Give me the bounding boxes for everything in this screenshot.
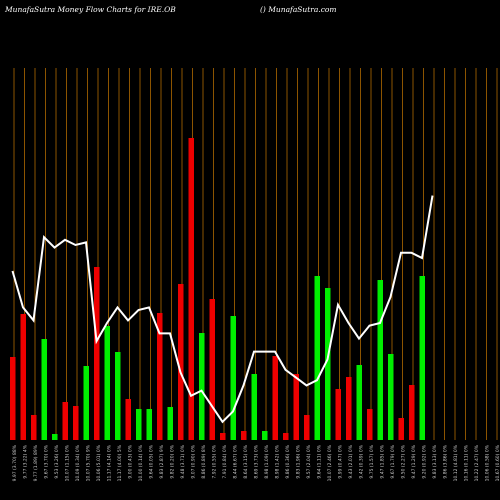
- money-flow-bar: [188, 138, 194, 440]
- money-flow-bar: [293, 374, 299, 440]
- x-axis-label: 9.00 (0.43) 0%: [128, 444, 134, 478]
- x-axis-label: 10.00 (0.14) 0%: [138, 444, 144, 481]
- x-axis-label: 9.97 (3.70) 88%: [12, 444, 18, 481]
- money-flow-bar: [178, 284, 184, 440]
- x-axis-label: 10.06 (0.58) 0%: [485, 444, 491, 481]
- money-flow-bar: [220, 433, 226, 440]
- x-axis-label: 10.16 (0.11) 0%: [464, 444, 470, 481]
- x-axis-label: 9.47 (1.29) 0%: [411, 444, 417, 478]
- x-axis-label: 9.20 (0.92) 0%: [422, 444, 428, 478]
- x-axis-label: 9.86 (0.36) 0%: [285, 444, 291, 478]
- money-flow-bar: [230, 316, 236, 440]
- x-axis-label: 9.64 (0.05) 0%: [149, 444, 155, 478]
- money-flow-bar: [209, 299, 215, 440]
- x-axis-label: 10.07 (1.15) 0%: [65, 444, 71, 481]
- money-flow-bar: [146, 409, 152, 440]
- x-axis-label: 11.17 (4.00) 5%: [117, 444, 123, 481]
- x-axis-label: 9.50 (2.27) 0%: [401, 444, 407, 478]
- x-axis-label: 9.57 (2.04) 0%: [306, 444, 312, 478]
- x-axis-label: 9.75 (1.57) 0%: [369, 444, 375, 478]
- money-flow-bar: [304, 415, 310, 440]
- money-flow-bar: [325, 288, 331, 440]
- money-flow-bar: [20, 314, 26, 440]
- x-axis-label: 9.07 (0.90) 0%: [191, 444, 197, 478]
- x-axis-label: 10.22 (2.47) 0%: [474, 444, 480, 481]
- x-axis-label: 10.07 (5.70) 9%: [86, 444, 92, 481]
- x-axis-label: 7.91 (0.84) 0%: [222, 444, 228, 478]
- x-axis-label: 8.69 (3.73) 0%: [254, 444, 260, 478]
- money-flow-bars: [10, 138, 425, 440]
- money-flow-bar: [241, 431, 247, 440]
- x-axis-label: 10.06 (5.01) 0%: [96, 444, 102, 481]
- money-flow-bar: [83, 366, 89, 440]
- money-flow-bar: [377, 280, 383, 440]
- money-flow-bar: [167, 407, 173, 440]
- x-axis-label: 9.83 (3.13) 0%: [432, 444, 438, 478]
- money-flow-bar: [41, 339, 47, 440]
- x-axis-label: 9.83 (2.87) 9%: [159, 444, 165, 478]
- x-axis-label: 10.09 (0.34) 0%: [75, 444, 81, 481]
- money-flow-bar: [419, 276, 425, 440]
- chart-title: MunafaSutra Money Flow Charts for IRE.OB: [5, 5, 176, 14]
- x-axis-label: 9.77 (3.22) 4%: [23, 444, 29, 478]
- money-flow-bar: [409, 385, 415, 440]
- money-flow-bar: [157, 313, 163, 440]
- money-flow-bar: [314, 276, 320, 440]
- money-flow-bar: [115, 352, 121, 440]
- x-axis-label: 9.42 (0.39) 0%: [359, 444, 365, 478]
- x-axis-label: 9.43 (2.01) 0%: [348, 444, 354, 478]
- money-flow-bar: [31, 415, 37, 440]
- x-axis-labels: 9.97 (3.70) 88% 9.77 (3.22) 4% 9.77 (1.89)…: [12, 444, 500, 481]
- money-flow-bar: [251, 374, 257, 440]
- money-flow-bar: [52, 434, 58, 440]
- x-axis-label: 9.47 (1.85) 0%: [380, 444, 386, 478]
- x-axis-label: 9.99 (0.47) 0%: [338, 444, 344, 478]
- money-flow-bar: [10, 357, 16, 440]
- money-flow-bar: [346, 377, 352, 440]
- x-axis-label: 9.67 (3.70) 0%: [44, 444, 50, 478]
- x-axis-label: 9.64 (1.11) 0%: [317, 444, 323, 478]
- x-axis-label: 10.12 (4.81) 0%: [453, 444, 459, 481]
- money-flow-bar: [125, 399, 131, 440]
- money-flow-bar: [335, 389, 341, 440]
- x-axis-label: 8.98 (1.09) 0%: [264, 444, 270, 478]
- x-axis-label: 11.17 (4.14) 0%: [107, 444, 113, 481]
- money-flow-bar: [262, 431, 268, 440]
- x-axis-label: 9.77 (1.89) 89%: [33, 444, 39, 481]
- money-flow-bar: [388, 354, 394, 440]
- site-credit: () MunafaSutra.com: [260, 5, 337, 14]
- money-flow-bar: [73, 406, 79, 440]
- x-axis-label: 8.98 (1.42) 0%: [275, 444, 281, 478]
- x-axis-label: 9.86 (3.86) 0%: [443, 444, 449, 478]
- money-flow-bar: [94, 267, 100, 440]
- x-axis-label: 9.48 (3.71) 0%: [180, 444, 186, 478]
- money-flow-bar: [104, 326, 110, 440]
- x-axis-label: 10.67 (0.60) 0%: [495, 444, 500, 481]
- x-axis-label: 10.07 (2.46) 0%: [327, 444, 333, 481]
- money-flow-bar: [356, 365, 362, 440]
- money-flow-bar: [272, 356, 278, 440]
- money-flow-bar: [199, 333, 205, 440]
- x-axis-label: 8.64 (3.15) 0%: [243, 444, 249, 478]
- x-axis-label: 8.86 (0.89) 8%: [201, 444, 207, 478]
- x-axis-label: 7.92 (0.55) 0%: [212, 444, 218, 478]
- x-axis-label: 9.83 (1.96) 0%: [296, 444, 302, 478]
- x-axis-label: 9.82 (0.20) 0%: [170, 444, 176, 478]
- money-flow-bar: [367, 409, 373, 440]
- money-flow-bar: [136, 409, 142, 440]
- money-flow-bar: [62, 402, 68, 440]
- x-axis-label: 9.53 (3.26) 0%: [54, 444, 60, 478]
- money-flow-bar: [283, 433, 289, 440]
- price-line: [11, 195, 434, 424]
- x-axis-label: 8.44 (6.67) 0%: [233, 444, 239, 478]
- x-axis-label: 9.67 (1.79) 0%: [390, 444, 396, 478]
- money-flow-bar: [398, 418, 404, 440]
